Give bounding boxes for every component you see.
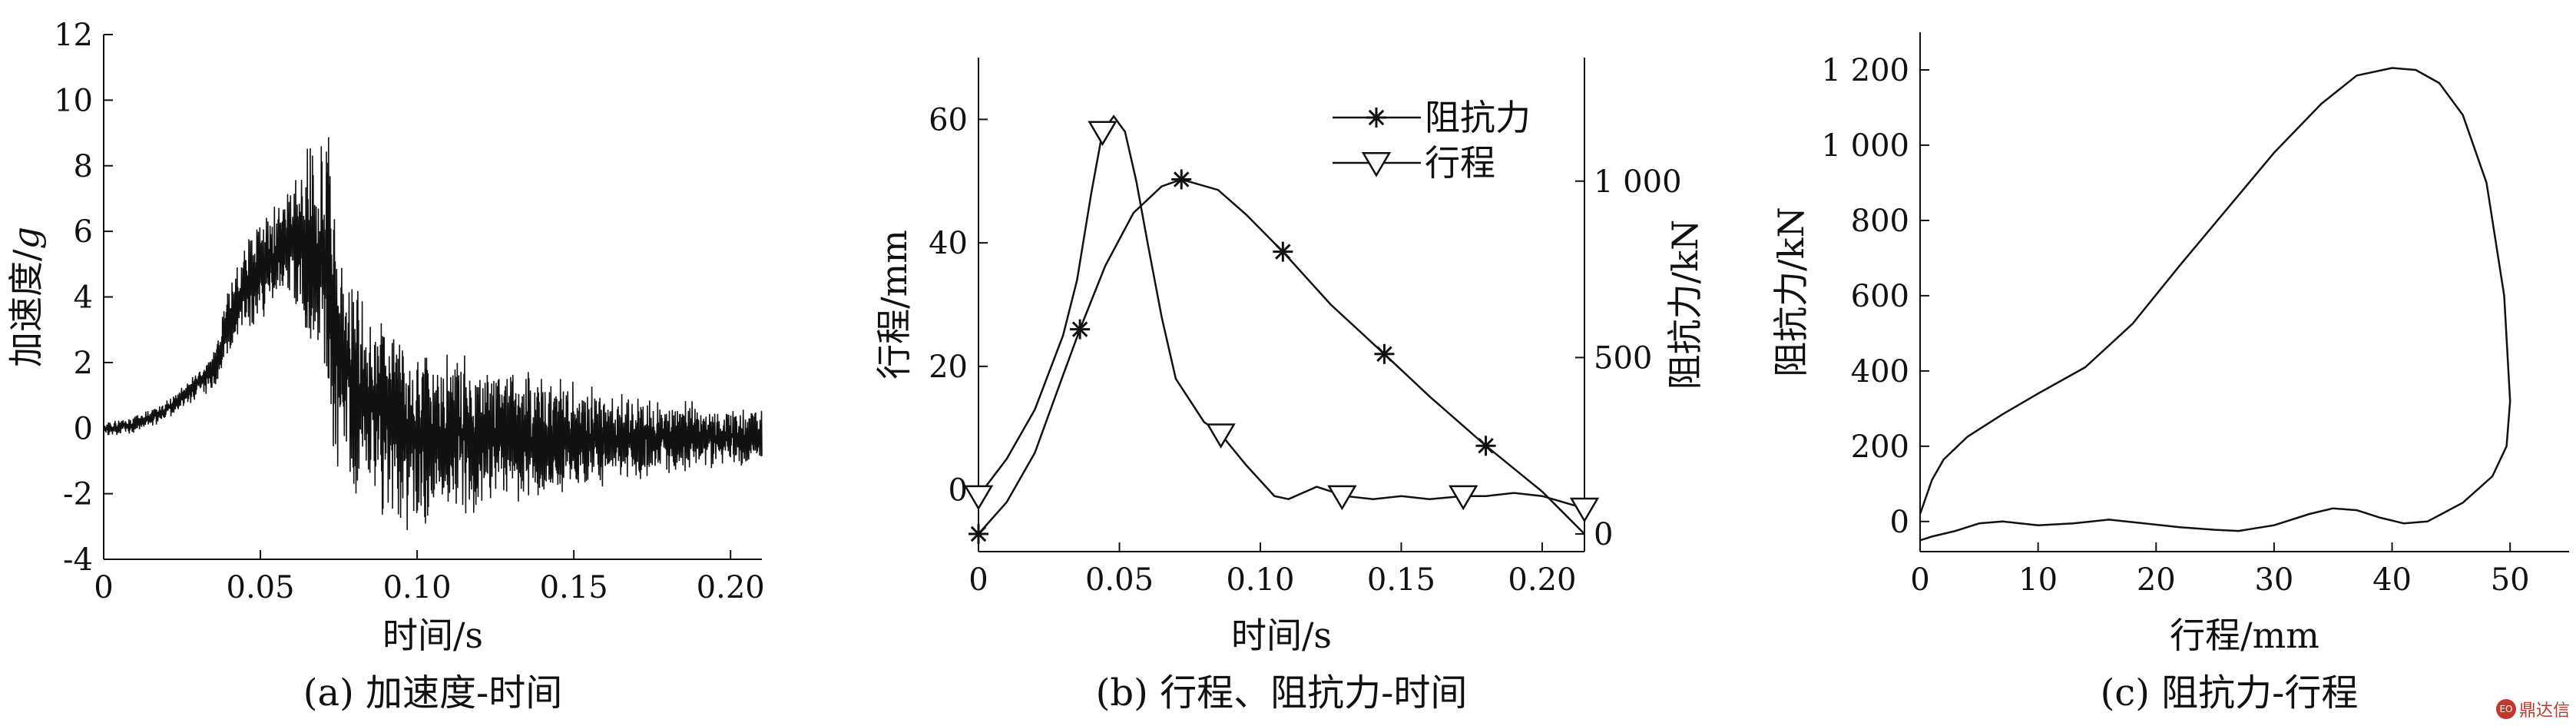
b-series-stroke-marker: [1569, 497, 1600, 523]
a-ytick-label: -2: [63, 477, 93, 512]
a-ytick-label: -4: [63, 542, 93, 578]
b-legend-force-marker: [1366, 108, 1386, 128]
b-series-stroke-marker: [963, 485, 994, 511]
b-xtick-label: 0.05: [1085, 562, 1154, 598]
b-ytick-right-label: 0: [1594, 517, 1613, 552]
b-series-force-marker-stroke: [1478, 437, 1494, 454]
watermark-seal-icon: EO: [2495, 699, 2516, 719]
c-xtick-label: 50: [2491, 562, 2530, 598]
a-xtick-label: 0.15: [540, 570, 608, 605]
b-ytick-left-label: 20: [929, 350, 968, 385]
c-ylabel: 阻抗力/kN: [1770, 207, 1812, 377]
a-xtick-label: 0.05: [227, 570, 295, 605]
a-ytick-label: 8: [74, 149, 93, 184]
c-ytick-label: 1 000: [1821, 128, 1909, 164]
a-caption: (a) 加速度-时间: [303, 671, 563, 714]
b-ylabel-right: 阻抗力/kN: [1664, 220, 1706, 390]
watermark: EO 鼎达信: [2495, 697, 2570, 721]
c-ytick-label: 200: [1851, 429, 1909, 465]
b-series-force-marker-stroke: [1071, 321, 1088, 337]
b-series-stroke-marker: [1088, 121, 1117, 147]
b-series-force-marker: [968, 524, 988, 545]
b-legend-force-label: 阻抗力: [1425, 97, 1531, 138]
b-ytick-left-label: 40: [929, 226, 968, 261]
c-xtick-label: 30: [2254, 562, 2293, 598]
c-xtick-label: 10: [2018, 562, 2058, 598]
a-xlabel: 时间/s: [382, 615, 483, 656]
c-ytick-label: 800: [1851, 204, 1909, 239]
a-xtick-label: 0.10: [383, 570, 452, 605]
b-series-stroke-marker: [1327, 485, 1357, 511]
c-caption: (c) 阻抗力-行程: [2101, 671, 2359, 714]
a-ytick-label: 2: [74, 346, 93, 381]
a-ytick-label: 4: [74, 280, 93, 316]
b-ytick-right-label: 500: [1594, 340, 1652, 376]
b-series-force-marker-stroke: [970, 525, 987, 542]
b-xlabel: 时间/s: [1231, 615, 1332, 656]
c-ytick-label: 600: [1851, 279, 1909, 314]
watermark-text: 鼎达信: [2518, 701, 2570, 721]
a-xtick-label: 0.20: [697, 570, 765, 605]
b-series-force-marker-stroke: [1275, 244, 1291, 260]
c-xtick-label: 20: [2137, 562, 2176, 598]
b-series-stroke-marker: [1206, 423, 1236, 449]
b-series-force-marker: [1273, 241, 1293, 262]
b-xtick-label: 0.15: [1367, 562, 1435, 598]
c-ytick-label: 1 200: [1821, 53, 1909, 88]
b-legend-force-marker-stroke: [1368, 109, 1385, 126]
b-series-force-line: [978, 178, 1585, 535]
a-ylabel: 加速度/g: [5, 227, 47, 367]
c-series-line: [1919, 67, 2511, 542]
a-ytick-label: 10: [54, 83, 93, 118]
b-ytick-left-label: 0: [949, 473, 968, 509]
b-legend-stroke-label: 行程: [1425, 142, 1495, 184]
c-ytick-label: 400: [1851, 354, 1909, 390]
b-xtick-label: 0.10: [1226, 562, 1294, 598]
a-ytick-label: 0: [74, 411, 93, 446]
c-xlabel: 行程/mm: [2170, 615, 2319, 656]
a-ytick-label: 6: [74, 214, 93, 250]
c-ytick-label: 0: [1890, 505, 1909, 540]
b-ytick-right-label: 1 000: [1594, 164, 1682, 200]
b-legend-stroke-marker: [1361, 152, 1392, 177]
c-xtick-label: 0: [1910, 562, 1929, 598]
a-xtick-label: 0: [94, 570, 113, 605]
b-xtick-label: 0: [968, 562, 988, 598]
b-series-force-marker-stroke: [1376, 346, 1392, 363]
b-series-force-marker: [1374, 343, 1395, 364]
b-series-force-marker: [1070, 319, 1091, 340]
b-caption: (b) 行程、阻抗力-时间: [1096, 671, 1468, 714]
b-series-force-marker: [1171, 169, 1192, 190]
b-series-force-marker-stroke: [1173, 171, 1190, 187]
c-xtick-label: 40: [2372, 562, 2412, 598]
b-xtick-label: 0.20: [1508, 562, 1576, 598]
b-series-force-marker: [1475, 436, 1496, 456]
b-ylabel-left: 行程/mm: [873, 230, 915, 380]
b-series-stroke-marker: [1449, 485, 1478, 511]
a-ytick-label: 12: [54, 18, 93, 53]
a-series-line: [103, 137, 763, 530]
b-ytick-left-label: 60: [929, 102, 968, 138]
